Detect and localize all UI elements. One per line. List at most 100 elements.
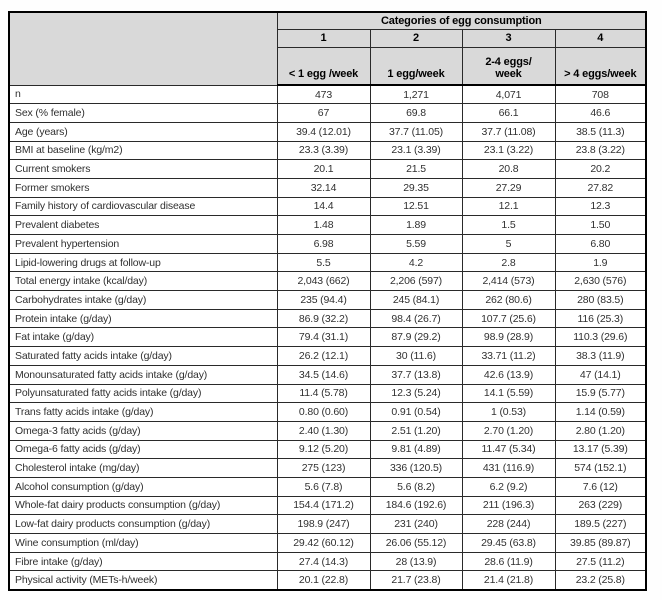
row-label: Former smokers <box>8 177 278 198</box>
value-cell: 14.1 (5.59) <box>461 383 556 404</box>
category-label-4: > 4 eggs/week <box>554 46 647 86</box>
value-cell: 39.85 (89.87) <box>554 533 647 553</box>
value-cell: 21.7 (23.8) <box>369 570 463 591</box>
row-label: Carbohydrates intake (g/day) <box>8 290 278 310</box>
row-label: Low-fat dairy products consumption (g/da… <box>8 514 278 534</box>
value-cell: 4.2 <box>369 252 463 273</box>
value-cell: 69.8 <box>369 103 463 123</box>
value-cell: 2,043 (662) <box>276 271 371 292</box>
table-body: n 473 1,271 4,071 708 Sex (% female) 67 69.8 66.… <box>8 84 647 591</box>
table-row: Prevalent diabetes 1.48 1.89 1.5 1.50 <box>8 215 647 235</box>
row-label: Omega-6 fatty acids (g/day) <box>8 439 278 460</box>
value-cell: 1,271 <box>369 84 463 105</box>
table-row: Saturated fatty acids intake (g/day) 26.2… <box>8 346 647 366</box>
value-cell: 47 (14.1) <box>554 364 647 385</box>
value-cell: 14.4 <box>276 196 371 217</box>
value-cell: 262 (80.6) <box>461 290 556 310</box>
value-cell: 12.3 <box>554 196 647 217</box>
value-cell: 4,071 <box>461 84 556 105</box>
table-row: Alcohol consumption (g/day) 5.6 (7.8) 5.6 … <box>8 476 647 497</box>
value-cell: 1.50 <box>554 215 647 235</box>
table-row: Wine consumption (ml/day) 29.42 (60.12) 26… <box>8 533 647 553</box>
value-cell: 154.4 (171.2) <box>276 495 371 516</box>
value-cell: 245 (84.1) <box>369 290 463 310</box>
table-row: Prevalent hypertension 6.98 5.59 5 6.80 <box>8 234 647 254</box>
value-cell: 27.4 (14.3) <box>276 551 371 572</box>
table-row: Omega-3 fatty acids (g/day) 2.40 (1.30) 2.… <box>8 420 647 441</box>
value-cell: 280 (83.5) <box>554 290 647 310</box>
value-cell: 37.7 (13.8) <box>369 364 463 385</box>
value-cell: 11.4 (5.78) <box>276 383 371 404</box>
value-cell: 2.51 (1.20) <box>369 420 463 441</box>
value-cell: 42.6 (13.9) <box>461 364 556 385</box>
value-cell: 6.98 <box>276 234 371 254</box>
value-cell: 263 (229) <box>554 495 647 516</box>
value-cell: 9.81 (4.89) <box>369 439 463 460</box>
table-row: n 473 1,271 4,071 708 <box>8 84 647 105</box>
value-cell: 26.2 (12.1) <box>276 346 371 366</box>
value-cell: 79.4 (31.1) <box>276 327 371 348</box>
row-label: BMI at baseline (kg/m2) <box>8 140 278 161</box>
value-cell: 1.14 (0.59) <box>554 402 647 422</box>
table-row: Fibre intake (g/day) 27.4 (14.3) 28 (13.9)… <box>8 551 647 572</box>
table-row: Omega-6 fatty acids (g/day) 9.12 (5.20) 9.… <box>8 439 647 460</box>
value-cell: 11.47 (5.34) <box>461 439 556 460</box>
row-label: Alcohol consumption (g/day) <box>8 476 278 497</box>
value-cell: 12.51 <box>369 196 463 217</box>
value-cell: 110.3 (29.6) <box>554 327 647 348</box>
value-cell: 46.6 <box>554 103 647 123</box>
row-label: Fibre intake (g/day) <box>8 551 278 572</box>
table-row: Low-fat dairy products consumption (g/da… <box>8 514 647 534</box>
value-cell: 2.80 (1.20) <box>554 420 647 441</box>
value-cell: 2,630 (576) <box>554 271 647 292</box>
value-cell: 98.9 (28.9) <box>461 327 556 348</box>
value-cell: 39.4 (12.01) <box>276 121 371 142</box>
table-row: Trans fatty acids intake (g/day) 0.80 (0.… <box>8 402 647 422</box>
row-label: Physical activity (METs-h/week) <box>8 570 278 591</box>
table-row: Fat intake (g/day) 79.4 (31.1) 87.9 (29.2)… <box>8 327 647 348</box>
value-cell: 23.1 (3.22) <box>461 140 556 161</box>
table-row: Carbohydrates intake (g/day) 235 (94.4) 24… <box>8 290 647 310</box>
table-header: Categories of egg consumption 1 2 3 4 < … <box>8 11 647 86</box>
value-cell: 228 (244) <box>461 514 556 534</box>
value-cell: 32.14 <box>276 177 371 198</box>
value-cell: 29.45 (63.8) <box>461 533 556 553</box>
value-cell: 2,414 (573) <box>461 271 556 292</box>
row-label: Trans fatty acids intake (g/day) <box>8 402 278 422</box>
value-cell: 0.91 (0.54) <box>369 402 463 422</box>
category-number-4: 4 <box>554 28 647 48</box>
category-label-1: < 1 egg /week <box>276 46 371 86</box>
value-cell: 37.7 (11.08) <box>461 121 556 142</box>
value-cell: 86.9 (32.2) <box>276 308 371 329</box>
value-cell: 275 (123) <box>276 458 371 478</box>
category-label-2: 1 egg/week <box>369 46 463 86</box>
value-cell: 27.82 <box>554 177 647 198</box>
value-cell: 28.6 (11.9) <box>461 551 556 572</box>
value-cell: 34.5 (14.6) <box>276 364 371 385</box>
row-label: Protein intake (g/day) <box>8 308 278 329</box>
table-row: Age (years) 39.4 (12.01) 37.7 (11.05) 37.7 … <box>8 121 647 142</box>
value-cell: 67 <box>276 103 371 123</box>
value-cell: 231 (240) <box>369 514 463 534</box>
group-header-row: Categories of egg consumption <box>8 11 647 86</box>
value-cell: 30 (11.6) <box>369 346 463 366</box>
table-row: Current smokers 20.1 21.5 20.8 20.2 <box>8 159 647 179</box>
value-cell: 211 (196.3) <box>461 495 556 516</box>
value-cell: 23.1 (3.39) <box>369 140 463 161</box>
value-cell: 27.5 (11.2) <box>554 551 647 572</box>
row-label: Saturated fatty acids intake (g/day) <box>8 346 278 366</box>
row-label: Sex (% female) <box>8 103 278 123</box>
value-cell: 7.6 (12) <box>554 476 647 497</box>
value-cell: 66.1 <box>461 103 556 123</box>
value-cell: 2.70 (1.20) <box>461 420 556 441</box>
table-row: BMI at baseline (kg/m2) 23.3 (3.39) 23.1 (… <box>8 140 647 161</box>
row-label: Whole-fat dairy products consumption (g/… <box>8 495 278 516</box>
value-cell: 5.6 (8.2) <box>369 476 463 497</box>
table-row: Sex (% female) 67 69.8 66.1 46.6 <box>8 103 647 123</box>
value-cell: 23.3 (3.39) <box>276 140 371 161</box>
value-cell: 12.1 <box>461 196 556 217</box>
value-cell: 12.3 (5.24) <box>369 383 463 404</box>
value-cell: 20.1 (22.8) <box>276 570 371 591</box>
value-cell: 15.9 (5.77) <box>554 383 647 404</box>
value-cell: 1.9 <box>554 252 647 273</box>
